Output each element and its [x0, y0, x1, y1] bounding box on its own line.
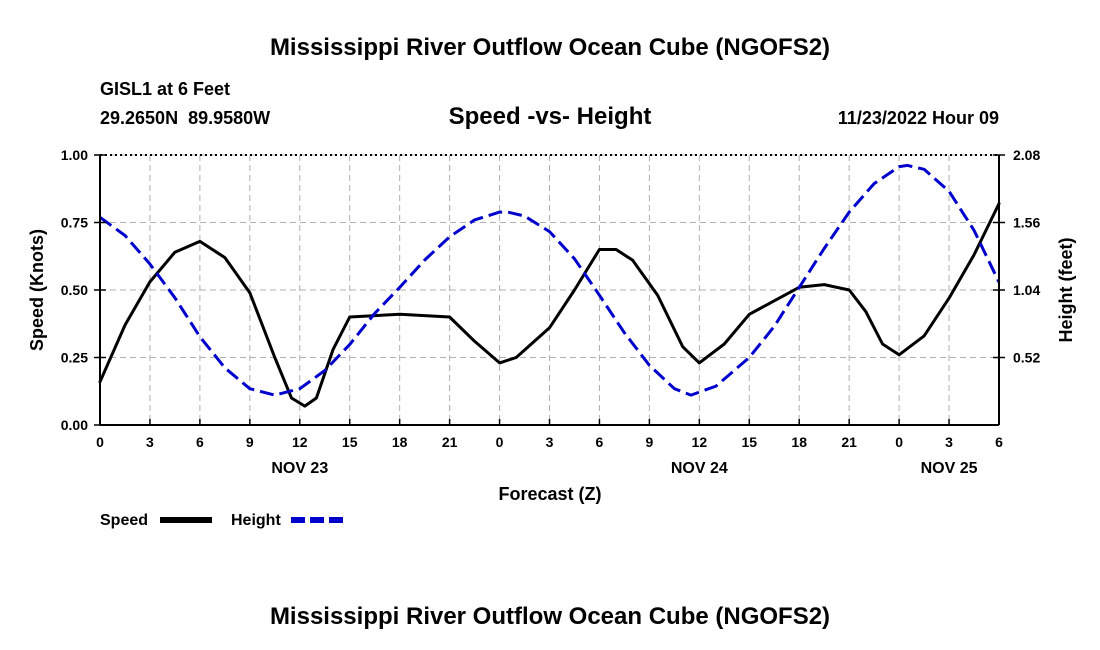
- x-tick-label: 3: [945, 434, 953, 450]
- x-tick-label: 6: [596, 434, 604, 450]
- x-tick-label: 9: [246, 434, 254, 450]
- x-tick-label: 18: [791, 434, 807, 450]
- y2-tick-label: 1.04: [1013, 282, 1040, 298]
- x-tick-label: 0: [895, 434, 903, 450]
- y2-axis-label: Height (feet): [1056, 238, 1076, 343]
- x-tick-label: 0: [96, 434, 104, 450]
- x-date-label: NOV 25: [921, 460, 978, 477]
- y2-tick-label: 2.08: [1013, 147, 1040, 163]
- legend-height-label: Height: [231, 512, 281, 529]
- chart-subtitle: Speed -vs- Height: [449, 103, 652, 130]
- station-name: GISL1 at 6 Feet: [100, 79, 230, 99]
- y-tick-label: 1.00: [61, 147, 88, 163]
- series-layer: [98, 163, 1001, 408]
- x-tick-label: 6: [995, 434, 1003, 450]
- x-tick-label: 6: [196, 434, 204, 450]
- forecast-timestamp: 11/23/2022 Hour 09: [838, 108, 999, 128]
- x-tick-label: 21: [442, 434, 458, 450]
- axes: [94, 154, 1005, 426]
- x-tick-label: 3: [546, 434, 554, 450]
- station-coords: 29.2650N 89.9580W: [100, 108, 270, 128]
- y-tick-label: 0.75: [61, 215, 88, 231]
- x-tick-label: 21: [841, 434, 857, 450]
- y-tick-label: 0.50: [61, 282, 88, 298]
- x-tick-label: 12: [292, 434, 308, 450]
- x-tick-label: 9: [645, 434, 653, 450]
- y2-tick-label: 0.52: [1013, 350, 1040, 366]
- series-speed-line: [98, 202, 1001, 408]
- legend: Speed Height: [100, 512, 343, 529]
- x-tick-label: 12: [692, 434, 708, 450]
- x-tick-label: 18: [392, 434, 408, 450]
- chart-main-title: Mississippi River Outflow Ocean Cube (NG…: [270, 34, 830, 61]
- y-tick-label: 0.25: [61, 350, 88, 366]
- series-height-line: [99, 163, 1001, 397]
- x-tick-label: 0: [496, 434, 504, 450]
- x-tick-label: 15: [342, 434, 358, 450]
- legend-speed-label: Speed: [100, 512, 148, 529]
- x-date-label: NOV 23: [271, 460, 328, 477]
- y2-tick-label: 1.56: [1013, 215, 1040, 231]
- x-tick-label: 15: [741, 434, 757, 450]
- x-date-label: NOV 24: [671, 460, 728, 477]
- x-tick-label: 3: [146, 434, 154, 450]
- tick-labels: 0 3 6 9 12 15 18 21 0 3 6 9 12 15 18 21 0 3 6 NOV 23 NOV 24 N…: [61, 147, 1041, 477]
- y-tick-label: 0.00: [61, 417, 88, 433]
- x-axis-label: Forecast (Z): [498, 484, 601, 504]
- y-axis-label: Speed (Knots): [27, 229, 47, 351]
- footer-title: Mississippi River Outflow Ocean Cube (NG…: [270, 603, 830, 630]
- grid: [100, 154, 999, 425]
